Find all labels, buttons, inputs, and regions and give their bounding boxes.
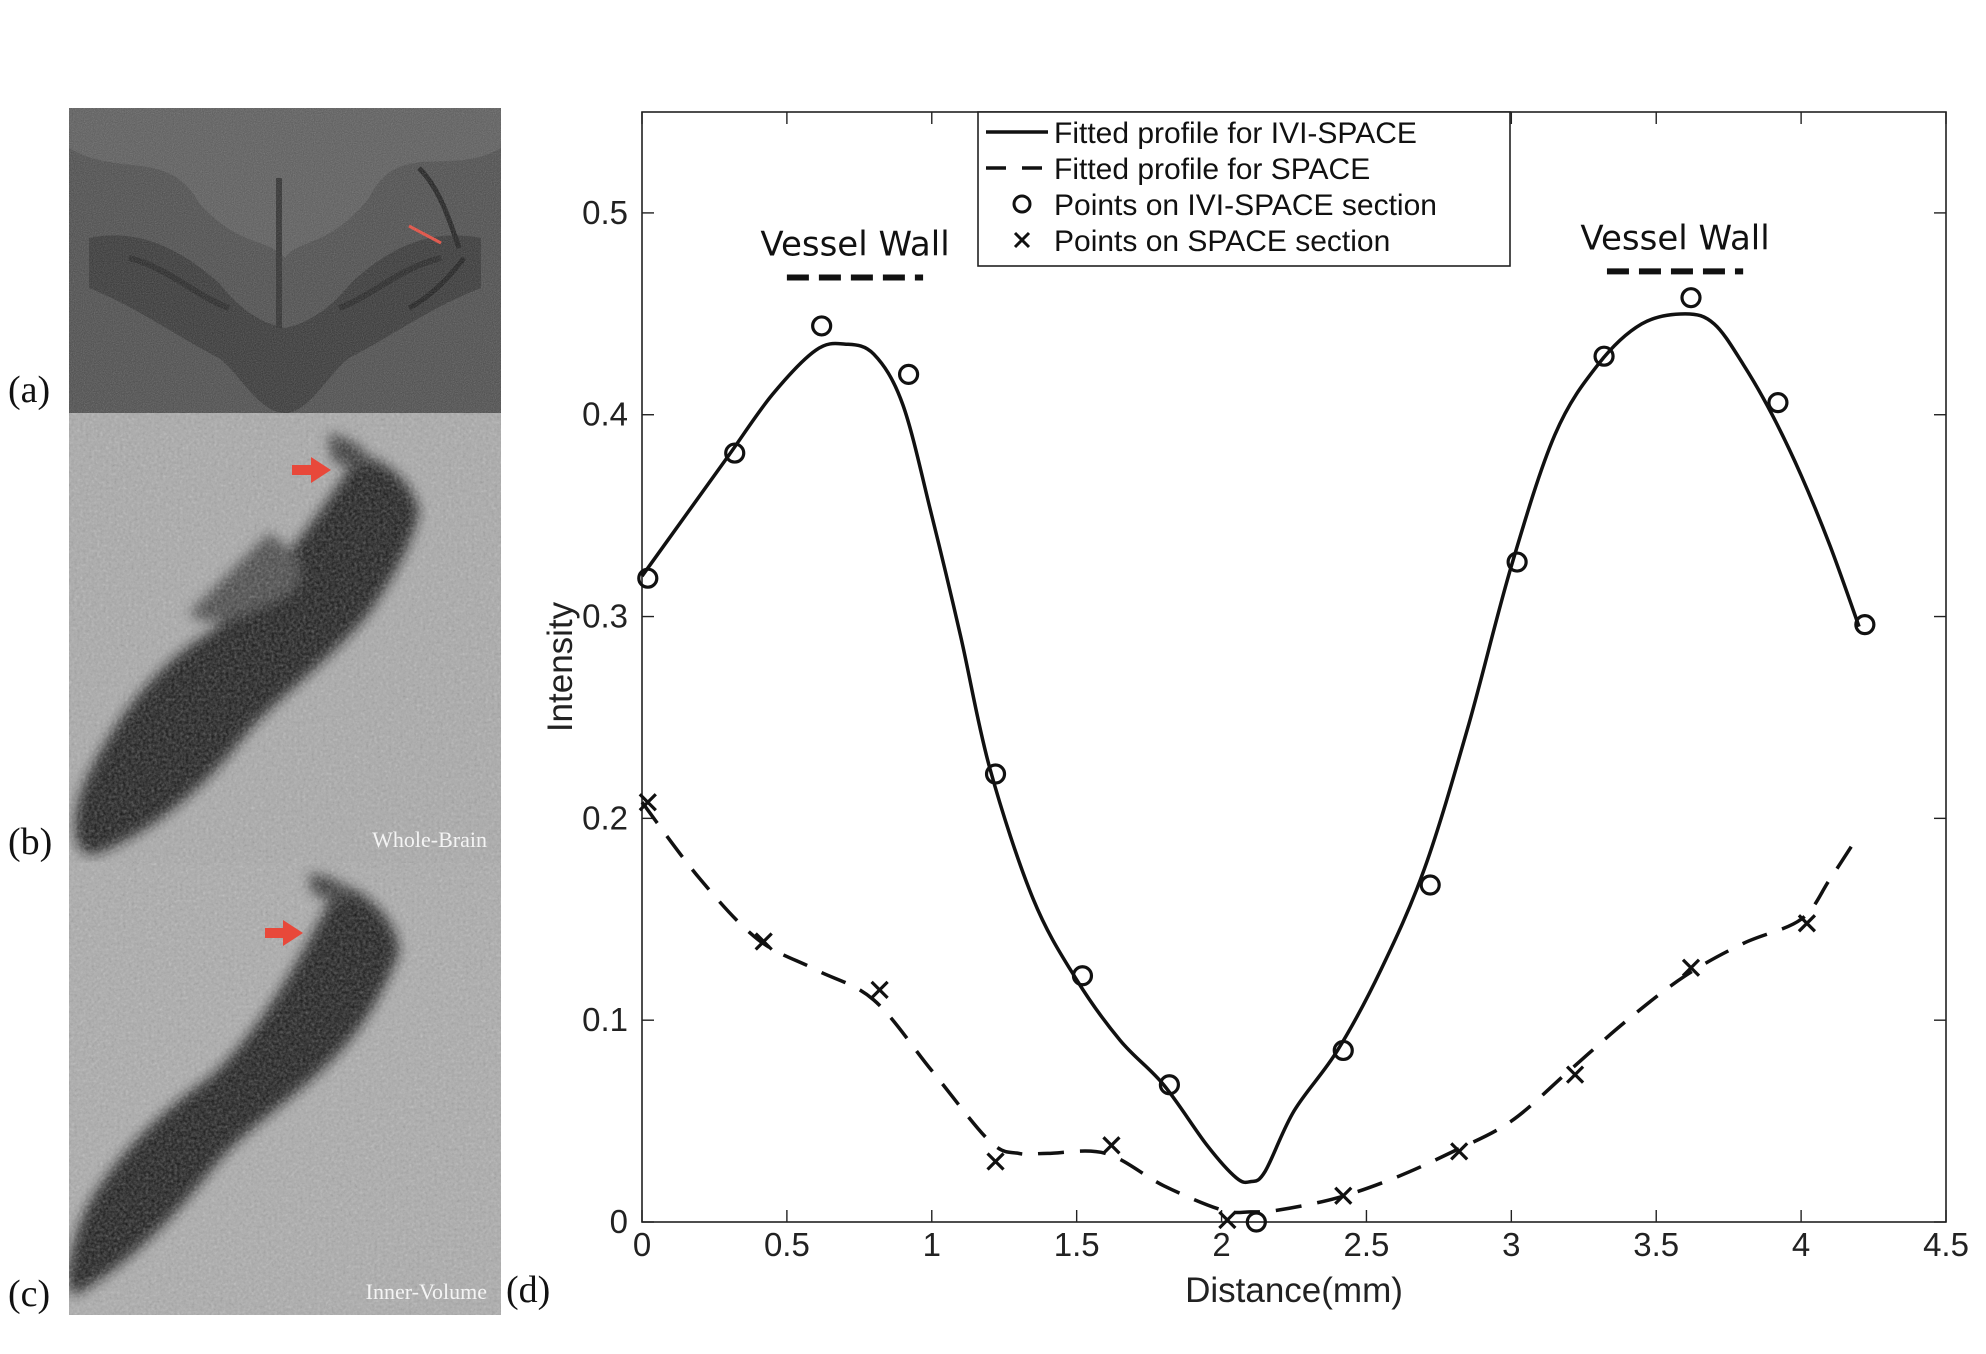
x-tick-label: 1 [923, 1226, 941, 1263]
ivi-space-point [1071, 965, 1094, 987]
legend-box [977, 111, 1511, 267]
panel-label-c: (c) [8, 1273, 51, 1315]
ivi-space-point [1419, 874, 1441, 896]
ivi-space-point [637, 567, 659, 589]
space-point [638, 793, 657, 812]
legend-label: Fitted profile for IVI-SPACE [1054, 117, 1417, 150]
space-point [1334, 1186, 1353, 1205]
legend-entry: Points on IVI-SPACE section [1012, 189, 1437, 222]
x-tick-label: 3.5 [1633, 1226, 1679, 1263]
ivi-space-point [1767, 392, 1789, 414]
legend-entry: Fitted profile for SPACE [986, 153, 1370, 186]
space-point [1565, 1065, 1585, 1084]
panel-label-a: (a) [8, 369, 51, 411]
y-tick-label: 0.5 [582, 194, 628, 231]
y-tick-label: 0.3 [582, 598, 628, 635]
space-point [986, 1152, 1005, 1171]
panel-c-caption: Inner-Volume [365, 1279, 487, 1304]
mri-coronal-image [69, 108, 501, 413]
ivi-space-point [1245, 1211, 1267, 1233]
red-arrow-icon [265, 920, 303, 946]
space-point [754, 932, 773, 951]
space-point [1681, 958, 1701, 977]
x-tick-label: 1.5 [1054, 1226, 1100, 1263]
ivi-space-point [1332, 1039, 1354, 1062]
ivi-space-point [1680, 287, 1702, 309]
ivi-space-point [984, 763, 1007, 785]
y-tick-label: 0.1 [582, 1001, 628, 1038]
mri-inner-volume-image [69, 863, 501, 1315]
mri-panel-b: Whole-Brain [69, 413, 501, 863]
series-cross [638, 793, 1817, 1230]
space-point [870, 980, 889, 1000]
mri-whole-brain-image [69, 413, 501, 863]
ivi-space-point [1506, 551, 1528, 573]
legend-label: Fitted profile for SPACE [1054, 153, 1370, 186]
space-fitted-line [640, 801, 1861, 1215]
vessel-wall-label: Vessel Wall [1580, 218, 1769, 258]
ivi-space-point [1854, 614, 1876, 636]
x-tick-label: 4 [1792, 1226, 1810, 1263]
x-tick-label: 2.5 [1344, 1226, 1390, 1263]
space-point [1797, 914, 1817, 933]
legend-entry: Points on SPACE section [1013, 225, 1390, 258]
legend-label: Points on SPACE section [1054, 225, 1390, 258]
x-tick-label: 3 [1502, 1226, 1520, 1263]
series-dashed [640, 801, 1861, 1215]
x-tick-label: 4.5 [1923, 1226, 1969, 1263]
x-axis-title: Distance(mm) [1185, 1271, 1403, 1310]
y-tick-label: 0 [610, 1203, 628, 1240]
ivi-space-point [724, 442, 746, 464]
space-point [1218, 1210, 1237, 1230]
vessel-wall-label: Vessel Wall [760, 224, 949, 264]
series-circle [637, 287, 1876, 1233]
legend-entry: Fitted profile for IVI-SPACE [986, 117, 1417, 150]
ivi-space-point [897, 363, 920, 385]
panel-label-b: (b) [8, 821, 53, 863]
space-point [1102, 1136, 1121, 1155]
series-solid [640, 312, 1861, 1185]
x-tick-label: 0 [633, 1226, 651, 1263]
panel-b-caption: Whole-Brain [372, 827, 487, 852]
space-point [1450, 1142, 1469, 1161]
ivi-space-point [1158, 1074, 1180, 1096]
mri-panel-a [69, 108, 501, 413]
mri-panel-c: Inner-Volume [69, 863, 501, 1315]
y-axis-title: Intensity [541, 601, 580, 732]
panel-label-d: (d) [506, 1269, 551, 1311]
legend-label: Points on IVI-SPACE section [1054, 189, 1437, 222]
x-tick-label: 2 [1212, 1226, 1230, 1263]
y-tick-label: 0.4 [582, 396, 628, 433]
y-tick-label: 0.2 [582, 799, 628, 836]
legend-cross-swatch [1013, 231, 1031, 249]
ivi-space-point [1593, 345, 1615, 367]
x-tick-label: 0.5 [764, 1226, 810, 1263]
ivi-space-fitted-line [640, 312, 1861, 1185]
red-arrow-icon [292, 457, 331, 483]
legend-circle-swatch [1012, 194, 1032, 214]
ivi-space-point [811, 315, 833, 337]
